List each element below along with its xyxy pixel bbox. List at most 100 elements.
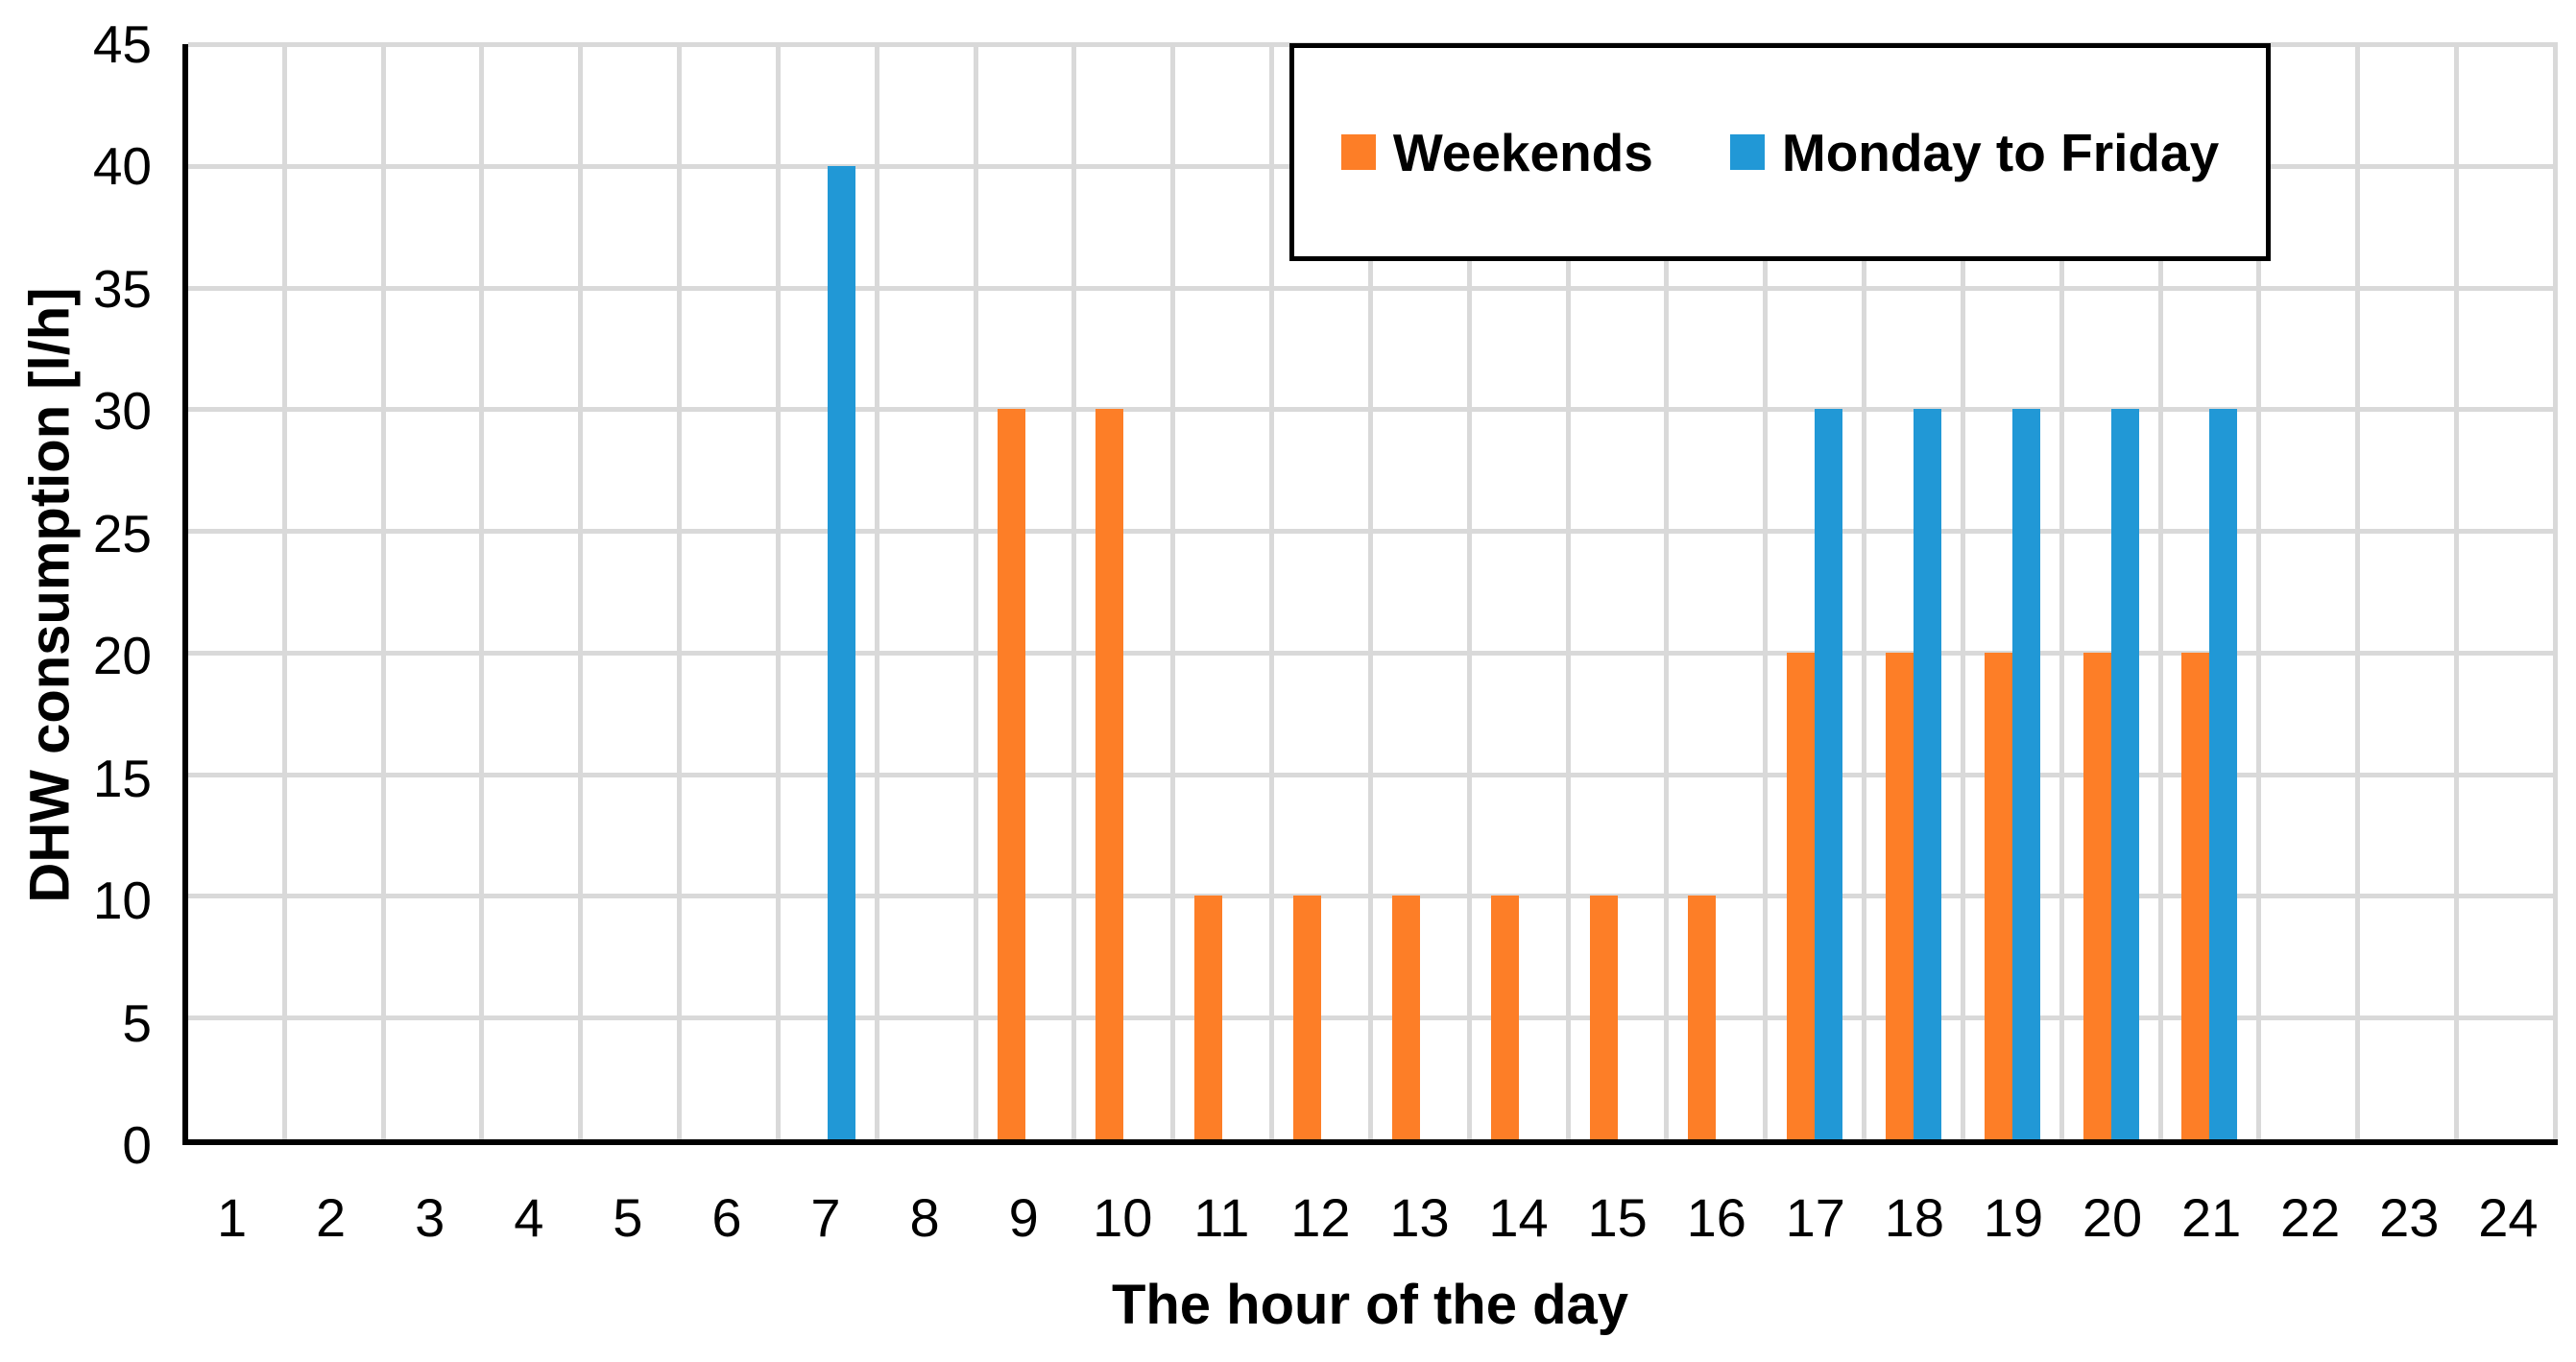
bar-group-hour-20 — [2082, 44, 2139, 1139]
bar-weekends-hour-12 — [1293, 896, 1322, 1139]
gridline — [188, 650, 2558, 656]
bar-monday-to-friday-hour-17 — [1815, 409, 1843, 1139]
x-tick-label: 1 — [216, 1187, 248, 1248]
y-tick-label: 45 — [92, 14, 152, 74]
x-tick-label: 19 — [1983, 1187, 2044, 1248]
bar-slot — [1913, 44, 1941, 1139]
bar-slot — [1589, 44, 1618, 1139]
x-tick-label: 12 — [1290, 1187, 1351, 1248]
category-cell-5 — [583, 44, 683, 1139]
bar-group-hour-13 — [1391, 44, 1448, 1139]
bar-slot — [2110, 44, 2139, 1139]
y-tick-label: 0 — [122, 1115, 152, 1175]
category-cell-9 — [978, 44, 1077, 1139]
x-tick-label: 7 — [810, 1187, 841, 1248]
bar-weekends-hour-11 — [1194, 896, 1223, 1139]
bar-group-hour-5 — [602, 44, 658, 1139]
y-axis-tick-labels: 0 5 10 15 20 25 30 35 40 45 — [0, 14, 152, 1175]
y-tick-label: 30 — [92, 381, 152, 442]
bar-weekends-hour-10 — [1095, 409, 1124, 1139]
bar-monday-to-friday-hour-7 — [827, 165, 855, 1139]
category-cell-2 — [287, 44, 386, 1139]
bar-slot — [1095, 44, 1124, 1139]
x-tick-label: 13 — [1389, 1187, 1450, 1248]
x-tick-label: 23 — [2379, 1187, 2440, 1248]
legend-label-monday-to-friday: Monday to Friday — [1781, 122, 2220, 182]
bar-group-hour-4 — [503, 44, 559, 1139]
bar-slot — [997, 44, 1025, 1139]
x-tick-label: 2 — [316, 1187, 347, 1248]
bar-weekends-hour-9 — [997, 409, 1025, 1139]
category-cell-6 — [682, 44, 781, 1139]
gridline — [188, 1016, 2558, 1021]
y-tick-label: 15 — [92, 748, 152, 808]
category-cell-24 — [2459, 44, 2558, 1139]
y-tick-label: 5 — [122, 992, 152, 1053]
category-cell-18 — [1866, 44, 1965, 1139]
category-cell-20 — [2064, 44, 2163, 1139]
category-cell-19 — [1965, 44, 2064, 1139]
bar-weekends-hour-14 — [1490, 896, 1519, 1139]
bar-group-hour-1 — [207, 44, 263, 1139]
bar-group-hour-17 — [1787, 44, 1843, 1139]
bar-slot — [1490, 44, 1519, 1139]
x-tick-label: 10 — [1093, 1187, 1153, 1248]
category-cell-10 — [1076, 44, 1176, 1139]
category-cell-7 — [781, 44, 879, 1139]
bar-slot — [1815, 44, 1843, 1139]
bar-group-hour-22 — [2280, 44, 2336, 1139]
category-cells — [188, 44, 2558, 1139]
bar-slot — [2209, 44, 2238, 1139]
bar-group-hour-10 — [1095, 44, 1151, 1139]
bar-group-hour-12 — [1293, 44, 1349, 1139]
bar-slot — [2181, 44, 2210, 1139]
bar-weekends-hour-15 — [1589, 896, 1618, 1139]
category-cell-15 — [1571, 44, 1670, 1139]
bar-weekends-hour-17 — [1787, 652, 1816, 1139]
bar-group-hour-16 — [1688, 44, 1744, 1139]
gridline — [188, 285, 2558, 291]
bar-weekends-hour-13 — [1391, 896, 1420, 1139]
x-tick-label: 21 — [2180, 1187, 2242, 1248]
bar-group-hour-18 — [1885, 44, 1941, 1139]
bar-slot — [1391, 44, 1420, 1139]
bar-slot — [2011, 44, 2040, 1139]
bar-group-hour-24 — [2478, 44, 2534, 1139]
bar-weekends-hour-18 — [1885, 652, 1914, 1139]
legend-label-weekends: Weekends — [1392, 122, 1653, 182]
category-cell-8 — [879, 44, 978, 1139]
category-cell-16 — [1669, 44, 1769, 1139]
x-tick-label: 5 — [613, 1187, 643, 1248]
x-tick-label: 15 — [1587, 1187, 1648, 1248]
x-tick-label: 14 — [1488, 1187, 1549, 1248]
gridline — [188, 894, 2558, 899]
bar-weekends-hour-21 — [2181, 652, 2210, 1139]
x-axis-title: The hour of the day — [1111, 1274, 1629, 1336]
bar-slot — [2082, 44, 2111, 1139]
category-cell-4 — [484, 44, 584, 1139]
bar-slot — [1194, 44, 1223, 1139]
gridline — [188, 529, 2558, 535]
bar-group-hour-2 — [306, 44, 362, 1139]
category-cell-23 — [2360, 44, 2460, 1139]
category-cell-21 — [2163, 44, 2262, 1139]
x-tick-label: 3 — [415, 1187, 445, 1248]
x-tick-label: 24 — [2478, 1187, 2539, 1248]
monday-to-friday-swatch-icon — [1729, 134, 1765, 170]
bar-group-hour-11 — [1194, 44, 1250, 1139]
category-cell-11 — [1175, 44, 1275, 1139]
y-tick-label: 20 — [92, 626, 152, 686]
category-cell-14 — [1472, 44, 1571, 1139]
x-tick-label: 17 — [1785, 1187, 1845, 1248]
bar-weekends-hour-19 — [1984, 652, 2012, 1139]
x-tick-label: 11 — [1193, 1187, 1250, 1248]
legend-item-monday-to-friday: Monday to Friday — [1729, 122, 2220, 183]
x-axis-tick-labels: 1 2 3 4 5 6 7 8 9 10 11 12 13 14 15 16 17 18 19 20 21 22 23 24 — [182, 1184, 2558, 1252]
bar-weekends-hour-16 — [1688, 896, 1717, 1139]
bar-weekends-hour-20 — [2082, 652, 2111, 1139]
y-tick-label: 10 — [92, 871, 152, 931]
bar-slot — [1885, 44, 1914, 1139]
x-tick-label: 8 — [909, 1187, 940, 1248]
x-tick-label: 9 — [1008, 1187, 1039, 1248]
